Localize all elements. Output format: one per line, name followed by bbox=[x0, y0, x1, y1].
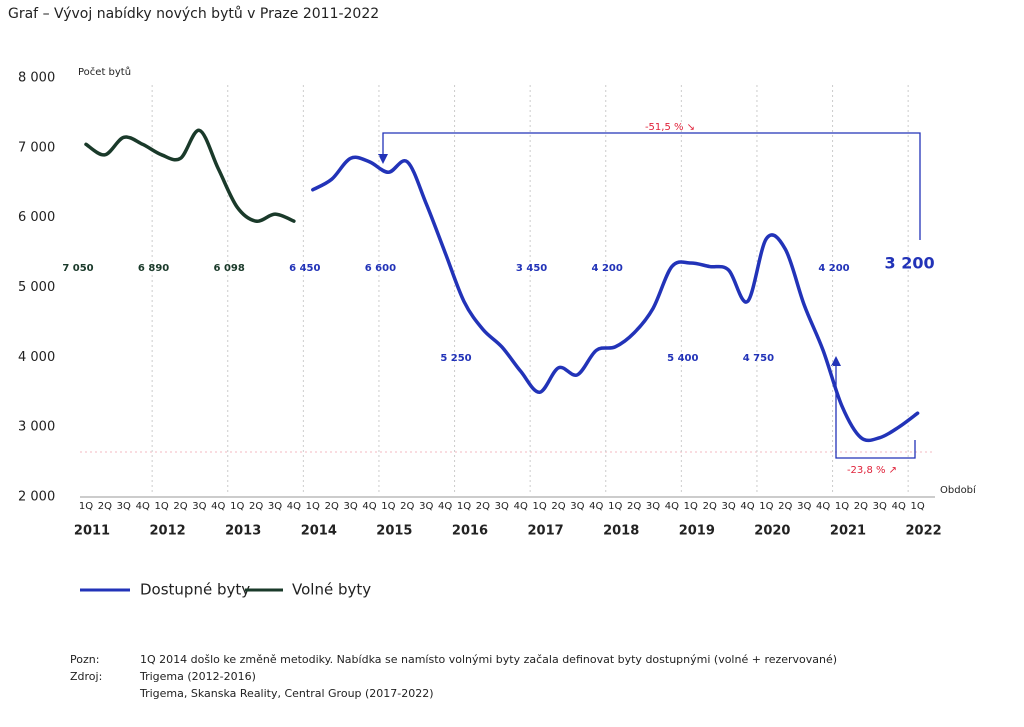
arrow bbox=[835, 362, 916, 459]
year-label: 2018 bbox=[603, 524, 639, 539]
year-value: 3 200 bbox=[885, 254, 935, 273]
year-label: 2022 bbox=[906, 524, 942, 539]
chart-title: Graf – Vývoj nabídky nových bytů v Praze… bbox=[8, 6, 379, 22]
year-label: 2013 bbox=[225, 524, 261, 539]
x-tick-label: 1Q bbox=[684, 501, 698, 512]
x-tick-label: 2Q bbox=[98, 501, 112, 512]
x-tick-label: 4Q bbox=[287, 501, 301, 512]
x-tick-label: 3Q bbox=[570, 501, 584, 512]
y-tick-label: 7 000 bbox=[18, 140, 55, 155]
x-tick-label: 4Q bbox=[514, 501, 528, 512]
x-tick-label: 3Q bbox=[721, 501, 735, 512]
x-tick-label: 4Q bbox=[665, 501, 679, 512]
y-tick-label: 4 000 bbox=[18, 350, 55, 365]
x-tick-label: 3Q bbox=[797, 501, 811, 512]
x-tick-label: 2Q bbox=[703, 501, 717, 512]
x-tick-label: 1Q bbox=[154, 501, 168, 512]
x-tick-label: 3Q bbox=[419, 501, 433, 512]
x-tick-label: 2Q bbox=[476, 501, 490, 512]
y-tick-label: 3 000 bbox=[18, 420, 55, 435]
x-tick-label: 2Q bbox=[173, 501, 187, 512]
x-tick-label: 2Q bbox=[325, 501, 339, 512]
x-tick-label: 2Q bbox=[854, 501, 868, 512]
y-tick-label: 8 000 bbox=[18, 71, 55, 86]
x-tick-label: 3Q bbox=[117, 501, 131, 512]
annotation: -23,8 % ↗ bbox=[847, 465, 897, 476]
x-tick-label: 2Q bbox=[778, 501, 792, 512]
x-tick-label: 3Q bbox=[192, 501, 206, 512]
x-tick-label: 2Q bbox=[551, 501, 565, 512]
x-tick-label: 4Q bbox=[892, 501, 906, 512]
y-tick-label: 6 000 bbox=[18, 210, 55, 225]
year-value: 4 200 bbox=[592, 263, 623, 274]
year-value: 6 600 bbox=[365, 263, 396, 274]
x-tick-label: 4Q bbox=[362, 501, 376, 512]
year-value: 5 250 bbox=[440, 353, 471, 364]
x-tick-label: 3Q bbox=[268, 501, 282, 512]
x-tick-label: 4Q bbox=[740, 501, 754, 512]
x-tick-label: 1Q bbox=[835, 501, 849, 512]
year-value: 3 450 bbox=[516, 263, 547, 274]
year-label: 2020 bbox=[754, 524, 790, 539]
x-tick-label: 4Q bbox=[211, 501, 225, 512]
annotation: -51,5 % ↘ bbox=[645, 122, 695, 133]
year-label: 2011 bbox=[74, 524, 110, 539]
arrow bbox=[382, 132, 921, 240]
x-tick-label: 1Q bbox=[230, 501, 244, 512]
year-value: 6 098 bbox=[214, 263, 245, 274]
x-tick-label: 1Q bbox=[910, 501, 924, 512]
legend-label: Volné byty bbox=[292, 581, 371, 599]
year-value: 6 890 bbox=[138, 263, 169, 274]
x-tick-label: 1Q bbox=[759, 501, 773, 512]
x-tick-label: 1Q bbox=[457, 501, 471, 512]
x-tick-label: 3Q bbox=[495, 501, 509, 512]
series-line bbox=[311, 155, 920, 443]
year-label: 2017 bbox=[528, 524, 564, 539]
x-tick-label: 1Q bbox=[306, 501, 320, 512]
x-tick-label: 2Q bbox=[627, 501, 641, 512]
year-value: 5 400 bbox=[667, 353, 698, 364]
y-tick-label: 2 000 bbox=[18, 490, 55, 505]
legend-label: Dostupné byty bbox=[140, 581, 250, 599]
x-axis-label: Období bbox=[940, 484, 977, 496]
x-tick-label: 2Q bbox=[249, 501, 263, 512]
y-axis-label: Počet bytů bbox=[78, 66, 131, 78]
year-label: 2019 bbox=[679, 524, 715, 539]
year-label: 2014 bbox=[301, 524, 337, 539]
y-tick-label: 5 000 bbox=[18, 280, 55, 295]
x-tick-label: 1Q bbox=[608, 501, 622, 512]
year-label: 2012 bbox=[150, 524, 186, 539]
year-value: 7 050 bbox=[62, 263, 93, 274]
year-value: 4 750 bbox=[743, 353, 774, 364]
note-text: 1Q 2014 došlo ke změně metodiky. Nabídka… bbox=[140, 653, 837, 666]
x-tick-label: 4Q bbox=[438, 501, 452, 512]
note-label: Zdroj: bbox=[70, 670, 102, 683]
arrow-head bbox=[831, 356, 841, 366]
year-label: 2015 bbox=[376, 524, 412, 539]
x-tick-label: 3Q bbox=[873, 501, 887, 512]
series-line bbox=[84, 128, 296, 223]
note-text: Trigema, Skanska Reality, Central Group … bbox=[139, 687, 434, 700]
x-tick-label: 4Q bbox=[589, 501, 603, 512]
note-text: Trigema (2012-2016) bbox=[139, 670, 256, 683]
x-tick-label: 3Q bbox=[343, 501, 357, 512]
x-tick-label: 1Q bbox=[79, 501, 93, 512]
year-value: 4 200 bbox=[818, 263, 849, 274]
note-label: Pozn: bbox=[70, 653, 99, 666]
x-tick-label: 2Q bbox=[400, 501, 414, 512]
x-tick-label: 1Q bbox=[532, 501, 546, 512]
x-tick-label: 3Q bbox=[646, 501, 660, 512]
x-tick-label: 4Q bbox=[816, 501, 830, 512]
arrow-head bbox=[378, 154, 388, 164]
x-tick-label: 4Q bbox=[136, 501, 150, 512]
year-label: 2016 bbox=[452, 524, 488, 539]
year-value: 6 450 bbox=[289, 263, 320, 274]
year-label: 2021 bbox=[830, 524, 866, 539]
x-tick-label: 1Q bbox=[381, 501, 395, 512]
